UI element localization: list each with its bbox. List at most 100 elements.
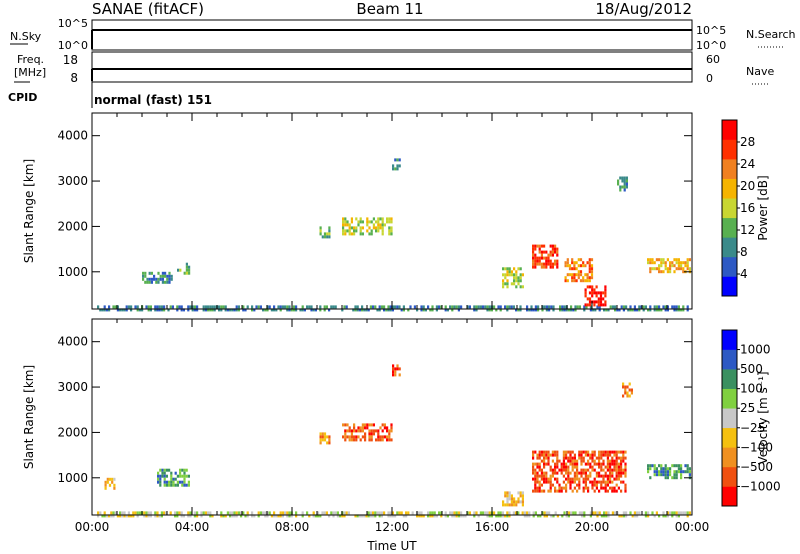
velocity-echo-cell (536, 474, 539, 478)
velocity-echo-cell (418, 514, 421, 518)
velocity-echo-cell (602, 474, 605, 478)
velocity-echo-cell (400, 511, 403, 515)
power-echo-cell (372, 226, 375, 230)
velocity-echo-cell (387, 511, 390, 515)
power-echo-cell (147, 305, 150, 309)
power-echo-cell (209, 308, 212, 312)
velocity-echo-cell (464, 514, 467, 518)
power-echo-cell (381, 220, 384, 224)
velocity-echo-cell (550, 514, 553, 518)
power-echo-cell (444, 308, 447, 312)
nave-label: Nave (746, 65, 774, 78)
velocity-echo-cell (123, 514, 126, 518)
power-echo-cell (268, 305, 271, 309)
velocity-colorbar-tick-label: −100 (740, 440, 773, 454)
velocity-echo-cell (534, 511, 537, 515)
velocity-echo-cell (611, 471, 614, 475)
date-title: 18/Aug/2012 (595, 0, 692, 18)
velocity-echo-cell (466, 511, 469, 515)
velocity-echo-cell (666, 514, 669, 518)
power-echo-cell (381, 232, 384, 236)
velocity-echo-cell (567, 456, 570, 460)
velocity-echo-cell (609, 474, 612, 478)
power-echo-cell (166, 274, 169, 278)
velocity-echo-cell (354, 514, 357, 518)
velocity-echo-cell (398, 373, 401, 377)
power-echo-cell (363, 308, 366, 312)
velocity-echo-cell (350, 435, 353, 439)
velocity-echo-cell (438, 511, 441, 515)
velocity-colorbar-cells (722, 330, 737, 507)
velocity-echo-cell (134, 511, 137, 515)
power-echo-cell (513, 282, 516, 286)
velocity-echo-cell (620, 465, 623, 469)
velocity-echo-cell (391, 514, 394, 518)
power-echo-cell (407, 308, 410, 312)
velocity-echo-cell (149, 514, 152, 518)
power-echo-cell (552, 308, 555, 312)
velocity-echo-cell (682, 511, 685, 515)
velocity-echo-cell (506, 500, 509, 504)
power-echo-cell (146, 277, 149, 281)
velocity-echo-cell (326, 435, 329, 439)
velocity-echo-cell (624, 456, 627, 460)
velocity-echo-cell (174, 471, 177, 475)
velocity-echo-cell (630, 391, 633, 395)
power-echo-cell (540, 250, 543, 254)
power-colorbar-tick-label: 12 (740, 223, 755, 237)
power-echo-cell (666, 267, 669, 271)
velocity-echo-cell (113, 483, 116, 487)
power-echo-cell (188, 268, 191, 272)
power-echo-cell (355, 226, 358, 230)
velocity-echo-cell (497, 514, 500, 518)
velocity-echo-cell (355, 438, 358, 442)
velocity-echo-cell (666, 470, 669, 474)
power-echo-cell (196, 308, 199, 312)
power-colorbar-cell (722, 217, 737, 238)
velocity-echo-cell (594, 511, 597, 515)
power-echo-cell (386, 217, 389, 221)
power-echo-cell (350, 217, 353, 221)
velocity-echo-cell (370, 423, 373, 427)
velocity-echo-cell (237, 511, 240, 515)
velocity-echo-cell (534, 489, 537, 493)
velocity-echo-cell (593, 468, 596, 472)
velocity-echo-cell (571, 459, 574, 463)
velocity-echo-cell (547, 477, 550, 481)
velocity-echo-cell (108, 514, 111, 518)
velocity-echo-cell (549, 465, 552, 469)
velocity-echo-cell (565, 471, 568, 475)
velocity-echo-cell (543, 453, 546, 457)
power-echo-cell (588, 261, 591, 265)
velocity-echo-cell (622, 471, 625, 475)
velocity-echo-cell (161, 474, 164, 478)
power-echo-cell (625, 185, 628, 189)
velocity-echo-cell (567, 471, 570, 475)
velocity-echo-cell (504, 491, 507, 495)
velocity-echo-cell (547, 489, 550, 493)
power-echo-cell (595, 291, 598, 295)
power-echo-region (564, 258, 594, 283)
velocity-echo-cell (534, 468, 537, 472)
velocity-echo-cell (440, 511, 443, 515)
velocity-echo-cell (145, 511, 148, 515)
velocity-echo-cell (108, 477, 112, 481)
power-echo-cell (477, 305, 480, 309)
power-echo-cell (653, 261, 656, 265)
power-echo-cell (127, 305, 130, 309)
velocity-echo-cell (600, 468, 603, 472)
power-echo-cell (396, 164, 399, 168)
power-echo-cell (185, 265, 188, 269)
power-echo-cell (508, 270, 511, 274)
velocity-echo-cell (595, 456, 598, 460)
nsky-tick-top: 10^5 (58, 17, 88, 30)
velocity-colorbar-tick-label: 500 (740, 362, 763, 376)
velocity-echo-cell (549, 468, 552, 472)
velocity-echo-cell (355, 429, 358, 433)
velocity-echo-cell (551, 450, 554, 454)
velocity-echo-cell (147, 514, 150, 518)
power-echo-cell (519, 308, 522, 312)
power-echo-cell (218, 305, 221, 309)
velocity-echo-cell (591, 459, 594, 463)
velocity-echo-cell (364, 432, 367, 436)
